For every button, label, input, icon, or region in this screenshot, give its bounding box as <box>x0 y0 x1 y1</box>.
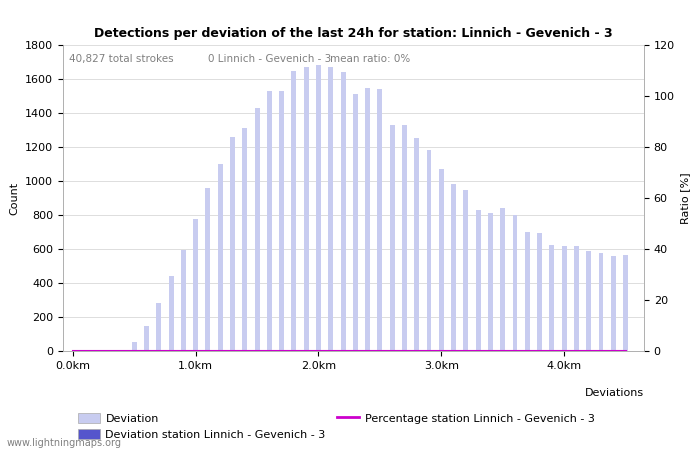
Bar <box>291 71 296 351</box>
Bar <box>316 65 321 351</box>
Bar <box>598 253 603 351</box>
Text: 0 Linnich - Gevenich - 3: 0 Linnich - Gevenich - 3 <box>209 54 332 64</box>
Bar <box>218 164 223 351</box>
Bar <box>452 184 456 351</box>
Bar <box>550 245 554 351</box>
Y-axis label: Ratio [%]: Ratio [%] <box>680 172 690 224</box>
Bar <box>144 325 149 351</box>
Bar <box>476 210 481 351</box>
Bar <box>365 87 370 351</box>
Bar <box>267 91 272 351</box>
Bar <box>328 67 333 351</box>
Bar <box>587 251 592 351</box>
Bar <box>304 67 309 351</box>
Bar <box>500 208 505 351</box>
Bar <box>512 215 517 351</box>
Y-axis label: Count: Count <box>10 181 20 215</box>
Bar <box>611 256 616 351</box>
Bar <box>341 72 346 351</box>
Bar <box>279 91 284 351</box>
Text: www.lightningmaps.org: www.lightningmaps.org <box>7 438 122 448</box>
Bar <box>242 128 247 351</box>
Bar <box>414 139 419 351</box>
Text: 40,827 total strokes: 40,827 total strokes <box>69 54 174 64</box>
Bar <box>206 188 211 351</box>
Legend: Deviation, Deviation station Linnich - Gevenich - 3, Percentage station Linnich : Deviation, Deviation station Linnich - G… <box>74 409 598 445</box>
Bar <box>132 342 136 351</box>
Bar <box>574 246 579 351</box>
Bar <box>230 137 235 351</box>
Bar <box>353 94 358 351</box>
Text: mean ratio: 0%: mean ratio: 0% <box>330 54 410 64</box>
Bar <box>193 219 198 351</box>
Bar <box>156 303 161 351</box>
Bar <box>390 125 395 351</box>
Bar <box>181 250 186 351</box>
Bar <box>169 276 174 351</box>
Bar <box>525 232 530 351</box>
Bar <box>402 125 407 351</box>
Bar <box>439 169 444 351</box>
Bar <box>377 89 382 351</box>
Title: Detections per deviation of the last 24h for station: Linnich - Gevenich - 3: Detections per deviation of the last 24h… <box>94 27 612 40</box>
Bar <box>426 149 431 351</box>
Text: Deviations: Deviations <box>585 388 644 398</box>
Bar <box>463 189 468 351</box>
Bar <box>255 108 260 351</box>
Bar <box>623 255 628 351</box>
Bar <box>488 213 493 351</box>
Bar <box>561 247 566 351</box>
Bar <box>537 233 542 351</box>
